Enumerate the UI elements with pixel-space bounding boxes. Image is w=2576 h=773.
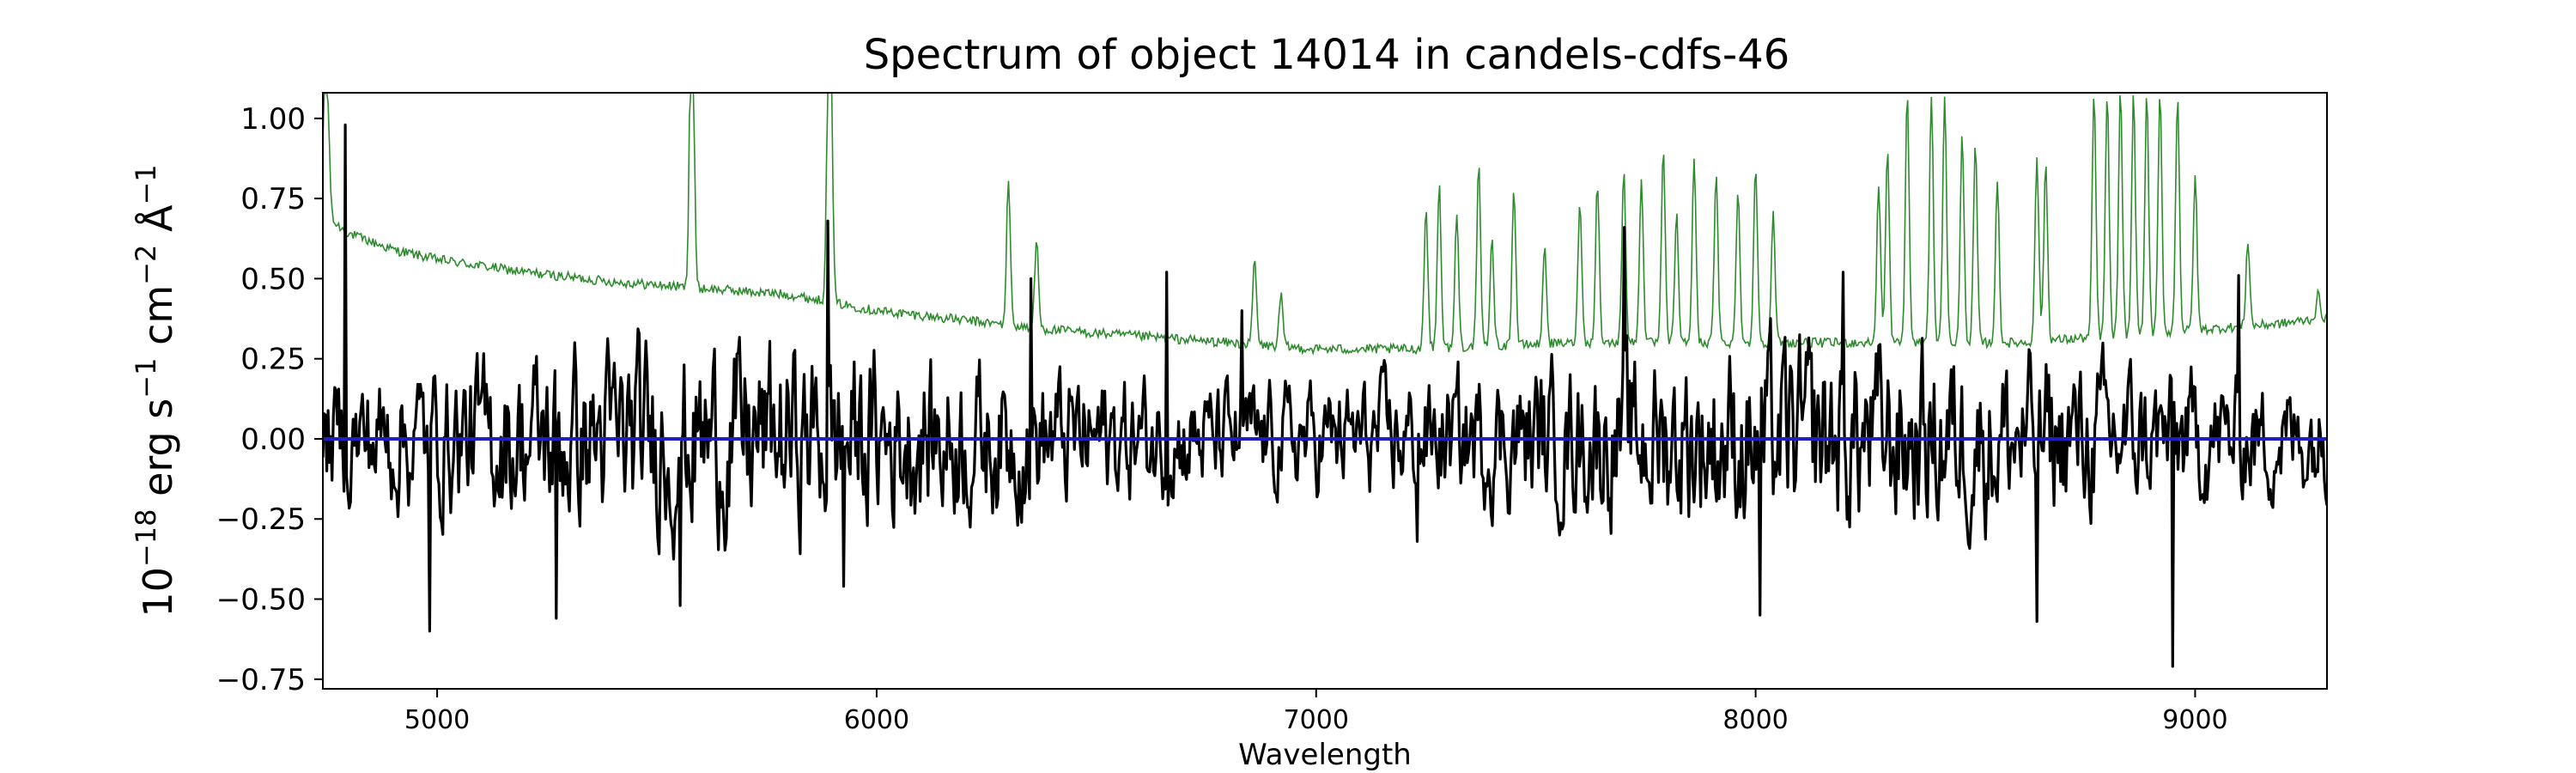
x-axis-label: Wavelength [1238,738,1412,772]
x-tick-label: 6000 [844,705,909,735]
y-tick-label: −0.50 [216,583,306,618]
y-label-exponent: −1 [130,164,162,204]
x-tick-label: 7000 [1284,705,1349,735]
chart-title: Spectrum of object 14014 in candels-cdfs… [864,31,1790,79]
x-tick-label: 5000 [404,705,470,735]
y-tick-label: −0.75 [216,663,306,697]
plot-frame [322,92,2328,690]
y-tick-label: 0.50 [240,262,306,296]
y-label-text: Å [135,204,181,245]
x-axis: 5000 6000 7000 8000 9000 [404,689,2228,735]
x-tick-label: 8000 [1722,705,1788,735]
y-label-text: cm [135,285,181,358]
plot-background [323,93,2327,689]
plot-area [322,92,2328,690]
y-tick-label: −0.25 [216,502,306,537]
flux-spectrum-line [323,123,2327,668]
y-tick-label: 0.75 [240,182,306,216]
y-label-exponent: −18 [130,509,162,568]
y-axis: −0.75 −0.50 −0.25 0.00 0.25 0.50 0.75 1.00 [216,102,323,697]
y-axis-label: 10−18 erg s−1 cm−2 Å−1 [130,164,181,617]
y-label-text: erg s [135,399,181,509]
y-tick-label: 0.00 [240,423,306,457]
y-label-exponent: −2 [130,245,162,285]
y-label-exponent: −1 [130,358,162,399]
y-tick-label: 1.00 [240,102,306,137]
series-layer [323,93,2327,668]
x-tick-label: 9000 [2162,705,2227,735]
y-tick-label: 0.25 [240,343,306,377]
noise-spectrum-line [323,93,2327,356]
y-label-text: 10 [135,567,181,618]
